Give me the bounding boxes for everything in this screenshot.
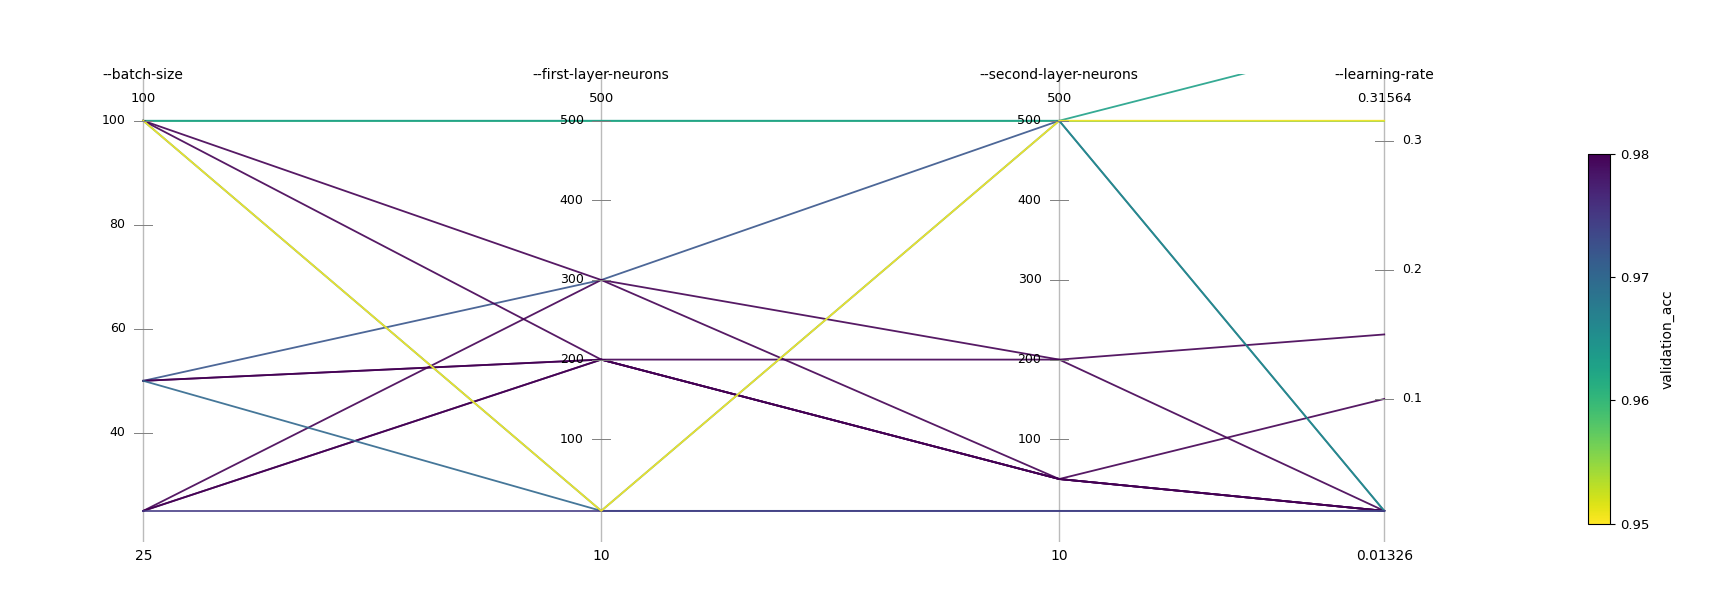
Text: 500: 500 bbox=[588, 92, 614, 105]
Text: 0.3: 0.3 bbox=[1402, 134, 1421, 147]
Text: 300: 300 bbox=[1018, 274, 1041, 286]
Text: --second-layer-neurons: --second-layer-neurons bbox=[980, 68, 1138, 82]
Text: 100: 100 bbox=[130, 92, 156, 105]
Text: --learning-rate: --learning-rate bbox=[1334, 68, 1435, 82]
Text: 400: 400 bbox=[1018, 194, 1041, 207]
Text: 200: 200 bbox=[1018, 353, 1041, 366]
Text: 300: 300 bbox=[560, 274, 583, 286]
Text: --first-layer-neurons: --first-layer-neurons bbox=[533, 68, 670, 82]
Text: 200: 200 bbox=[560, 353, 583, 366]
Text: --batch-size: --batch-size bbox=[102, 68, 184, 82]
Text: 100: 100 bbox=[1018, 432, 1041, 446]
Text: 0.31564: 0.31564 bbox=[1357, 92, 1412, 105]
Text: 400: 400 bbox=[560, 194, 583, 207]
Text: 100: 100 bbox=[560, 432, 583, 446]
Y-axis label: validation_acc: validation_acc bbox=[1660, 289, 1674, 389]
Text: 0.1: 0.1 bbox=[1402, 392, 1421, 405]
Text: 0.2: 0.2 bbox=[1402, 264, 1421, 277]
Text: 500: 500 bbox=[1046, 92, 1072, 105]
Text: 100: 100 bbox=[102, 114, 125, 128]
Text: 60: 60 bbox=[109, 322, 125, 335]
Text: 500: 500 bbox=[559, 114, 583, 128]
Text: 40: 40 bbox=[109, 426, 125, 439]
Text: 80: 80 bbox=[109, 218, 125, 231]
Text: 500: 500 bbox=[1017, 114, 1041, 128]
